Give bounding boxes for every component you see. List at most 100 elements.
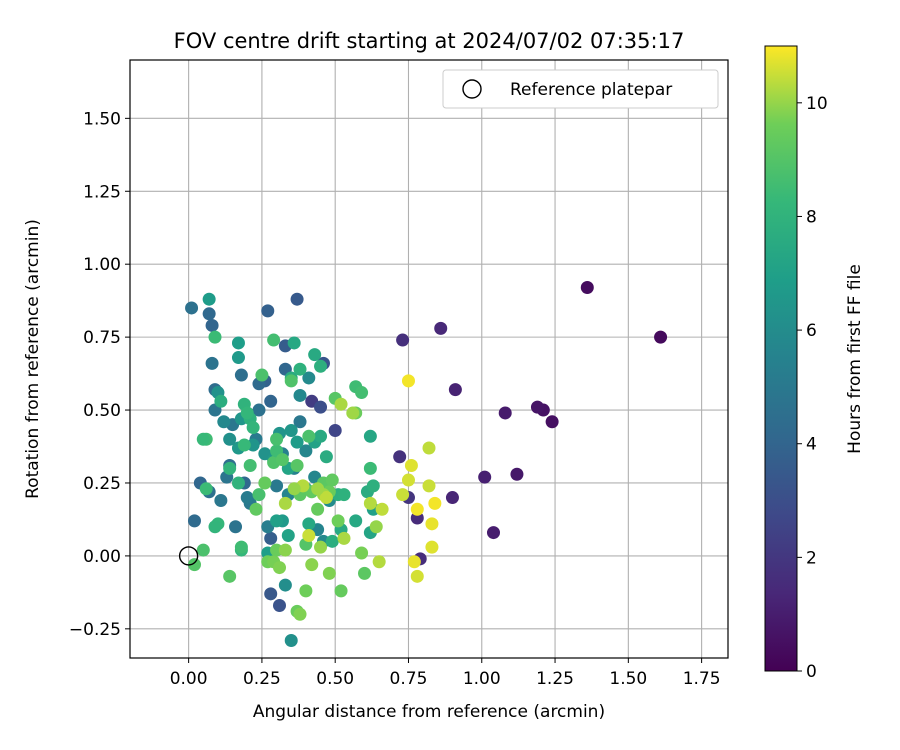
x-axis-ticks: 0.00 0.25 0.50 0.75 1.00 1.25 1.50 1.75 — [170, 658, 721, 689]
data-point — [290, 292, 304, 306]
data-point — [275, 453, 289, 467]
data-point — [202, 292, 216, 306]
chart-title: FOV centre drift starting at 2024/07/02 … — [174, 29, 685, 53]
data-point — [293, 607, 307, 621]
data-point — [252, 403, 266, 417]
plot-frame — [129, 59, 729, 659]
colorbar-tick-label: 2 — [806, 548, 817, 568]
y-tick-label: −0.25 — [69, 620, 121, 640]
data-point — [287, 336, 301, 350]
data-point — [217, 415, 231, 429]
data-point — [202, 307, 216, 321]
x-tick-label: 1.75 — [683, 669, 721, 689]
data-point — [337, 531, 351, 545]
data-point — [290, 458, 304, 472]
data-point — [205, 356, 219, 370]
y-tick-label: 0.25 — [83, 474, 121, 494]
colorbar-gradient — [764, 45, 798, 672]
data-point — [261, 304, 275, 318]
data-point — [208, 330, 222, 344]
data-point — [355, 386, 369, 400]
data-point — [196, 432, 210, 446]
data-point — [302, 517, 316, 531]
y-axis-ticks: −0.25 0.00 0.25 0.50 0.75 1.00 1.25 1.50 — [69, 109, 130, 640]
data-point — [185, 301, 199, 315]
colorbar-tick-label: 0 — [806, 662, 817, 682]
data-point — [331, 514, 345, 528]
y-tick-label: 1.25 — [83, 182, 121, 202]
data-point — [530, 400, 544, 414]
data-point — [223, 432, 237, 446]
colorbar-tick-label: 10 — [806, 94, 828, 114]
data-point — [325, 534, 339, 548]
data-point — [337, 488, 351, 502]
data-point — [299, 444, 313, 458]
colorbar-tick-label: 6 — [806, 321, 817, 341]
data-point — [314, 540, 328, 554]
x-tick-label: 0.75 — [390, 669, 428, 689]
colorbar-ticks: 0 2 4 6 8 10 — [797, 94, 828, 682]
x-tick-label: 0.25 — [243, 669, 281, 689]
data-point — [187, 558, 201, 572]
data-point — [305, 558, 319, 572]
data-point — [422, 441, 436, 455]
x-tick-label: 1.25 — [536, 669, 574, 689]
data-point — [240, 406, 254, 420]
data-point — [267, 333, 281, 347]
data-point — [293, 415, 307, 429]
y-tick-label: 1.00 — [83, 255, 121, 275]
data-point — [510, 467, 524, 481]
data-point — [252, 488, 266, 502]
data-point — [258, 476, 272, 490]
legend-label: Reference platepar — [510, 80, 672, 100]
data-point — [363, 429, 377, 443]
data-point — [369, 520, 383, 534]
data-point — [231, 336, 245, 350]
data-point — [208, 520, 222, 534]
colorbar: 0 2 4 6 8 10 Hours from first FF file — [764, 45, 865, 682]
grid — [130, 60, 728, 658]
data-point — [223, 461, 237, 475]
data-point — [311, 502, 325, 516]
data-point — [410, 502, 424, 516]
data-point — [281, 528, 295, 542]
legend-marker — [462, 79, 482, 99]
x-tick-label: 0.50 — [316, 669, 354, 689]
data-point — [363, 496, 377, 510]
scatter-points — [185, 281, 668, 647]
data-point — [404, 458, 418, 472]
x-tick-label: 1.00 — [463, 669, 501, 689]
data-point — [393, 450, 407, 464]
data-point — [205, 318, 219, 332]
data-point — [366, 479, 380, 493]
data-point — [278, 578, 292, 592]
data-point — [270, 432, 284, 446]
data-point — [246, 421, 260, 435]
colorbar-tick-label: 4 — [806, 435, 817, 455]
x-tick-label: 0.00 — [170, 669, 208, 689]
data-point — [425, 540, 439, 554]
data-point — [214, 493, 228, 507]
data-point — [319, 491, 333, 505]
y-axis-label: Rotation from reference (arcmin) — [23, 219, 43, 499]
data-point — [278, 543, 292, 557]
data-point — [293, 388, 307, 402]
data-point — [270, 514, 284, 528]
data-point — [199, 482, 213, 496]
data-point — [284, 633, 298, 647]
data-point — [319, 450, 333, 464]
y-tick-label: 1.50 — [83, 109, 121, 129]
data-point — [396, 488, 410, 502]
data-point — [243, 458, 257, 472]
data-point — [334, 584, 348, 598]
data-point — [273, 598, 286, 612]
data-point — [486, 526, 500, 540]
data-point — [284, 374, 298, 388]
data-point — [302, 528, 316, 542]
data-point — [425, 517, 439, 531]
legend-box — [442, 69, 719, 109]
data-point — [290, 435, 304, 449]
data-point — [270, 479, 284, 493]
data-point — [401, 374, 415, 388]
